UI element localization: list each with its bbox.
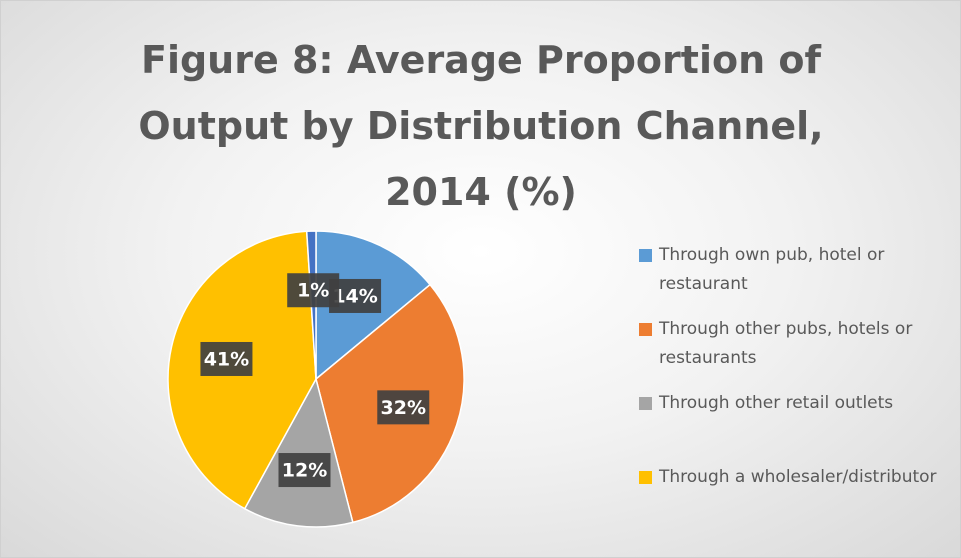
data-label: 32% — [377, 390, 430, 425]
data-label-box — [377, 390, 430, 425]
legend-entry: Through other pubs, hotels or restaurant… — [637, 315, 947, 389]
data-label: 12% — [278, 453, 331, 488]
data-label: 41% — [200, 341, 253, 376]
legend-label: Through a wholesaler/distributor — [659, 467, 937, 487]
chart-title: Figure 8: Average Proportion of Output b… — [138, 38, 824, 214]
legend-entry: Through other retail outlets — [637, 389, 947, 463]
legend-swatch — [639, 249, 652, 262]
pie-slice — [243, 376, 354, 528]
legend: Through own pub, hotel or restaurant Thro… — [637, 241, 947, 537]
data-label-text: 41% — [204, 348, 249, 370]
data-label-text: 32% — [381, 397, 426, 419]
data-label: 1% — [287, 273, 340, 308]
legend-swatch — [639, 397, 652, 410]
data-label-text: 1% — [297, 280, 329, 302]
legend-swatch — [639, 323, 652, 336]
data-label-box — [200, 341, 253, 376]
legend-label: Through own pub, hotel or restaurant — [659, 245, 885, 294]
data-label-box — [287, 273, 340, 308]
legend-label: Through other pubs, hotels or restaurant… — [659, 319, 913, 368]
legend-entry: Through a wholesaler/distributor — [637, 463, 947, 537]
data-label-text: 14% — [332, 285, 377, 307]
legend-label: Through other retail outlets — [659, 393, 894, 413]
legend-swatch — [639, 471, 652, 484]
data-label-text: 12% — [282, 460, 327, 482]
legend-entry: Through own pub, hotel or restaurant — [637, 241, 947, 315]
data-label-box — [278, 453, 331, 488]
